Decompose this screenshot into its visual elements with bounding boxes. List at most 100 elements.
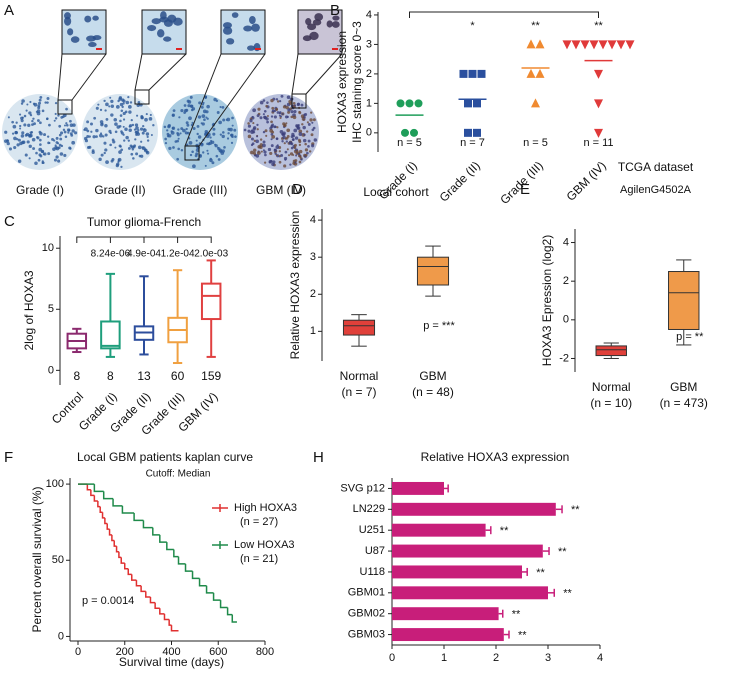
panel-letter: E (520, 181, 530, 198)
nucleus (60, 144, 64, 148)
nucleus (163, 125, 167, 129)
nucleus (35, 151, 38, 155)
nucleus (180, 108, 184, 113)
tissue-core (82, 94, 158, 170)
significance: ** (531, 20, 540, 32)
nucleus (26, 140, 30, 144)
nucleus (204, 130, 209, 134)
nucleus (252, 151, 257, 155)
nucleus (282, 122, 286, 126)
nucleus (304, 148, 309, 152)
nucleus (270, 138, 273, 141)
nucleus (292, 105, 295, 108)
nucleus (294, 159, 298, 163)
survival-step (86, 484, 91, 491)
nucleus (286, 128, 291, 133)
nucleus (71, 129, 75, 133)
nucleus (189, 153, 193, 157)
nucleus (284, 115, 289, 119)
count-label: 13 (137, 369, 151, 383)
survival-step (127, 568, 132, 576)
nucleus (6, 142, 10, 146)
nucleus (110, 99, 114, 104)
nucleus (46, 101, 49, 104)
nucleus (176, 131, 179, 135)
inset-nucleus (249, 15, 256, 25)
point (571, 40, 581, 50)
nucleus (183, 111, 186, 115)
nucleus (39, 121, 42, 125)
nucleus (194, 154, 198, 158)
point (531, 98, 540, 108)
point (396, 99, 405, 108)
nucleus (213, 97, 217, 102)
y-tick-label: 1 (366, 97, 372, 109)
x-tick-label: Normal (592, 380, 631, 394)
nucleus (119, 119, 122, 123)
nucleus (54, 117, 58, 120)
x-tick-label: 4 (597, 652, 603, 664)
nucleus (31, 119, 34, 123)
nucleus (255, 139, 259, 144)
zoom-line (134, 53, 143, 91)
nucleus (298, 129, 303, 134)
count-label: 60 (171, 369, 185, 383)
bar (392, 481, 444, 495)
nucleus (113, 117, 118, 122)
x-tick-label: 400 (162, 646, 180, 658)
nucleus (114, 146, 117, 149)
bar (392, 502, 556, 516)
nucleus (123, 139, 126, 142)
nucleus (23, 114, 27, 118)
nucleus (311, 128, 315, 132)
nucleus (104, 109, 107, 112)
nucleus (53, 119, 56, 122)
nucleus (52, 147, 56, 152)
nucleus (125, 135, 129, 140)
x-tick-label: Normal (340, 369, 379, 383)
nucleus (262, 149, 265, 152)
nucleus (7, 116, 10, 119)
nucleus (303, 113, 306, 116)
nucleus (28, 133, 33, 138)
nucleus (296, 102, 300, 107)
nucleus (307, 123, 311, 126)
nucleus (177, 147, 180, 151)
survival-step (104, 517, 108, 525)
nucleus (11, 132, 15, 135)
survival-step (135, 580, 142, 587)
significance: ** (500, 525, 509, 537)
nucleus (65, 123, 69, 127)
box (100, 320, 121, 350)
n-label: n = 11 (583, 137, 613, 149)
nucleus (57, 146, 61, 150)
x-tick-label: 0 (389, 652, 395, 664)
nucleus (286, 134, 290, 138)
nucleus (20, 119, 24, 123)
nucleus (311, 121, 314, 124)
nucleus (189, 95, 193, 99)
n-label: n = 5 (397, 137, 422, 149)
nucleus (280, 154, 284, 157)
significance: * (470, 20, 475, 32)
nucleus (43, 133, 47, 137)
x-axis-title: Survival time (days) (119, 655, 224, 669)
nucleus (174, 140, 178, 143)
nucleus (67, 131, 70, 134)
nucleus (38, 147, 43, 152)
box (416, 256, 450, 286)
nucleus (138, 154, 142, 158)
point (526, 68, 536, 78)
y-tick-label: 4 (310, 214, 316, 226)
nucleus (212, 132, 216, 136)
point (594, 69, 603, 79)
nucleus (104, 123, 108, 128)
nucleus (234, 135, 237, 138)
nucleus (281, 132, 284, 136)
core-label: Grade (II) (94, 183, 145, 197)
chart-subtitle: Cutoff: Median (146, 469, 211, 480)
x-tick-label: 800 (256, 646, 274, 658)
nucleus (196, 125, 200, 128)
nucleus (24, 133, 28, 137)
